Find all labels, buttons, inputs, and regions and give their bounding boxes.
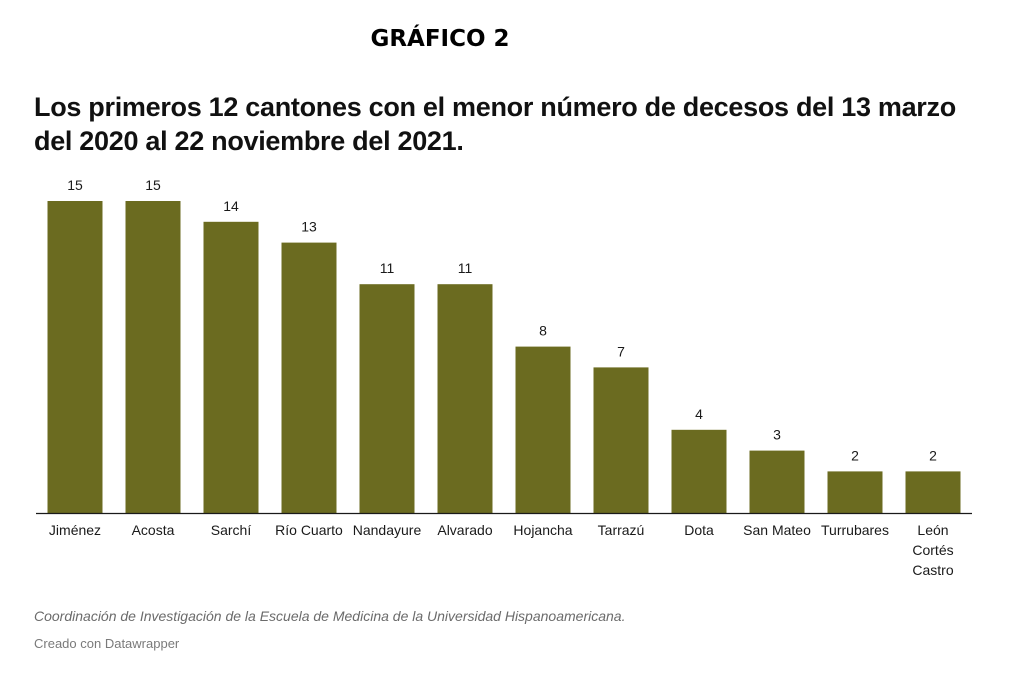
bar-9 [671,429,727,513]
credit-note: Creado con Datawrapper [34,636,180,651]
chart-label: GRÁFICO 2 [370,26,510,52]
category-label-11: Turrubares [821,522,889,538]
value-label-12: 2 [929,447,937,463]
category-label-7: Hojancha [513,522,572,538]
bar-chart: 15 Jiménez 15 Acosta 14 Sarchí 13 Río Cuarto 11 N… [36,177,972,578]
category-label-3: Sarchí [211,522,252,538]
bar-8 [593,367,649,513]
category-label-6: Alvarado [437,522,492,538]
bar-4 [281,242,337,513]
bar-3 [203,221,259,514]
category-label-8: Tarrazú [598,522,645,538]
bar-11 [827,471,883,513]
value-label-8: 7 [617,343,625,359]
bar-5 [359,284,415,513]
value-label-3: 14 [223,198,239,214]
value-label-4: 13 [301,219,317,235]
value-label-9: 4 [695,406,703,422]
category-label-9: Dota [684,522,714,538]
chart-title: Los primeros 12 cantones con el menor nú… [34,92,956,156]
category-label-10: San Mateo [743,522,811,538]
source-note: Coordinación de Investigación de la Escu… [34,608,626,624]
category-label-12: León Cortés Castro [912,522,953,578]
category-label-4: Río Cuarto [275,522,343,538]
value-label-2: 15 [145,177,161,193]
category-label-5: Nandayure [353,522,422,538]
category-label-1: Jiménez [49,522,101,538]
bar-2 [125,201,181,513]
bar-1 [47,201,103,513]
value-label-10: 3 [773,427,781,443]
value-label-5: 11 [380,260,395,276]
value-label-11: 2 [851,447,859,463]
value-label-6: 11 [458,260,473,276]
bar-12 [905,471,961,513]
bar-7 [515,346,571,513]
value-label-7: 8 [539,323,547,339]
value-label-1: 15 [67,177,83,193]
category-label-2: Acosta [132,522,175,538]
bar-6 [437,284,493,513]
bar-10 [749,450,805,513]
